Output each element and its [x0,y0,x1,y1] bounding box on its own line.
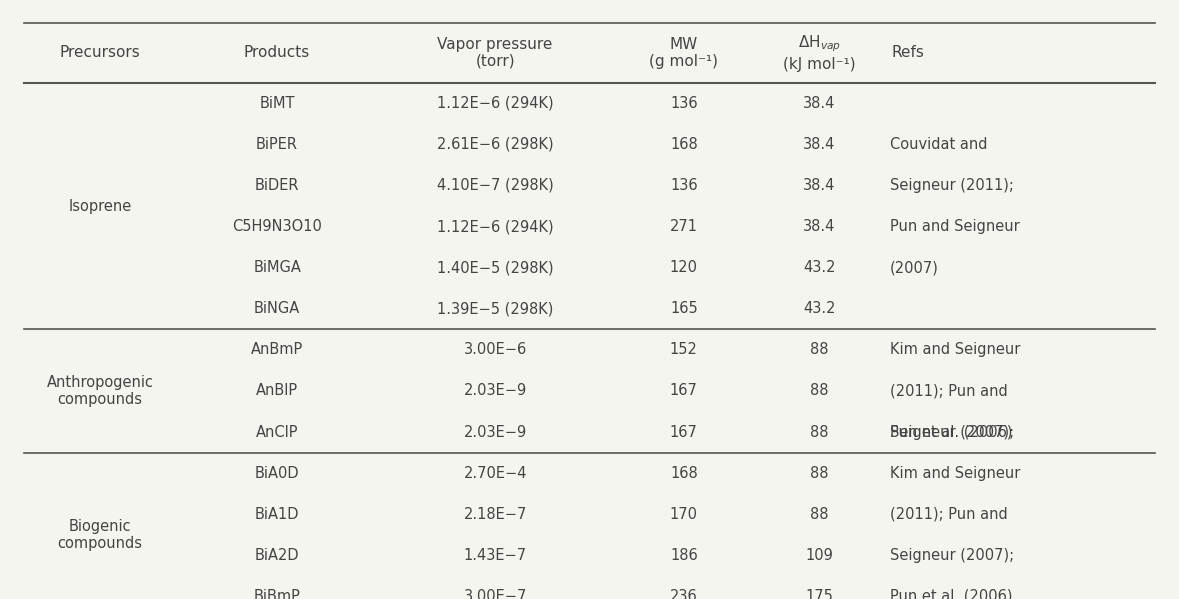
Text: 167: 167 [670,425,698,440]
Text: 2.03E−9: 2.03E−9 [463,425,527,440]
Text: 175: 175 [805,589,834,599]
Text: (2011); Pun and: (2011); Pun and [890,507,1008,522]
Text: 165: 165 [670,301,698,316]
Text: (2007): (2007) [890,260,938,275]
Text: AnClP: AnClP [256,425,298,440]
Text: BiMGA: BiMGA [253,260,301,275]
Text: 2.18E−7: 2.18E−7 [463,507,527,522]
Text: 38.4: 38.4 [803,219,836,234]
Text: AnBlP: AnBlP [256,383,298,398]
Text: 4.10E−7 (298K): 4.10E−7 (298K) [436,178,554,193]
Text: Precursors: Precursors [60,46,140,60]
Text: AnBmP: AnBmP [251,343,303,358]
Text: Seigneur (2007);: Seigneur (2007); [890,425,1014,440]
Text: 3.00E−6: 3.00E−6 [463,343,527,358]
Text: Products: Products [244,46,310,60]
Text: 2.03E−9: 2.03E−9 [463,383,527,398]
Text: Seigneur (2011);: Seigneur (2011); [890,178,1014,193]
Text: 3.00E−7: 3.00E−7 [463,589,527,599]
Text: 168: 168 [670,137,698,152]
Text: 38.4: 38.4 [803,96,836,111]
Text: 120: 120 [670,260,698,275]
Text: 167: 167 [670,383,698,398]
Text: 186: 186 [670,548,698,563]
Text: BiPER: BiPER [256,137,298,152]
Text: 38.4: 38.4 [803,178,836,193]
Text: 43.2: 43.2 [803,301,836,316]
Text: 43.2: 43.2 [803,260,836,275]
Text: 88: 88 [810,465,829,480]
Text: BiDER: BiDER [255,178,299,193]
Text: 88: 88 [810,343,829,358]
Text: 136: 136 [670,178,698,193]
Text: C5H9N3O10: C5H9N3O10 [232,219,322,234]
Text: 1.12E−6 (294K): 1.12E−6 (294K) [437,219,553,234]
Text: 2.61E−6 (298K): 2.61E−6 (298K) [437,137,553,152]
Text: Refs: Refs [891,46,924,60]
Text: Pun et al. (2006): Pun et al. (2006) [890,425,1013,440]
Text: Biogenic
compounds: Biogenic compounds [58,519,143,551]
Text: ΔH$_{vap}$
(kJ mol⁻¹): ΔH$_{vap}$ (kJ mol⁻¹) [783,34,856,72]
Text: 271: 271 [670,219,698,234]
Text: BiA0D: BiA0D [255,465,299,480]
Text: 1.12E−6 (294K): 1.12E−6 (294K) [437,96,553,111]
Text: Seigneur (2007);: Seigneur (2007); [890,548,1014,563]
Text: Isoprene: Isoprene [68,198,132,213]
Text: 1.39E−5 (298K): 1.39E−5 (298K) [437,301,553,316]
Text: BiA1D: BiA1D [255,507,299,522]
Text: 1.40E−5 (298K): 1.40E−5 (298K) [437,260,553,275]
Text: 152: 152 [670,343,698,358]
Text: Vapor pressure
(torr): Vapor pressure (torr) [437,37,553,69]
Text: Kim and Seigneur: Kim and Seigneur [890,343,1021,358]
Text: Pun and Seigneur: Pun and Seigneur [890,219,1020,234]
Text: 236: 236 [670,589,698,599]
Text: (2011); Pun and: (2011); Pun and [890,383,1008,398]
Text: 136: 136 [670,96,698,111]
Text: 1.43E−7: 1.43E−7 [463,548,527,563]
Text: 38.4: 38.4 [803,137,836,152]
Text: 170: 170 [670,507,698,522]
Text: BiA2D: BiA2D [255,548,299,563]
Text: BiNGA: BiNGA [253,301,301,316]
Text: 168: 168 [670,465,698,480]
Text: Anthropogenic
compounds: Anthropogenic compounds [47,375,153,407]
Text: Pun et al. (2006): Pun et al. (2006) [890,589,1013,599]
Text: 88: 88 [810,507,829,522]
Text: MW
(g mol⁻¹): MW (g mol⁻¹) [650,37,718,69]
Text: 88: 88 [810,383,829,398]
Text: BiBmP: BiBmP [253,589,301,599]
Text: BiMT: BiMT [259,96,295,111]
Text: Couvidat and: Couvidat and [890,137,988,152]
Text: 2.70E−4: 2.70E−4 [463,465,527,480]
Text: Kim and Seigneur: Kim and Seigneur [890,465,1021,480]
Text: 109: 109 [805,548,834,563]
Text: 88: 88 [810,425,829,440]
